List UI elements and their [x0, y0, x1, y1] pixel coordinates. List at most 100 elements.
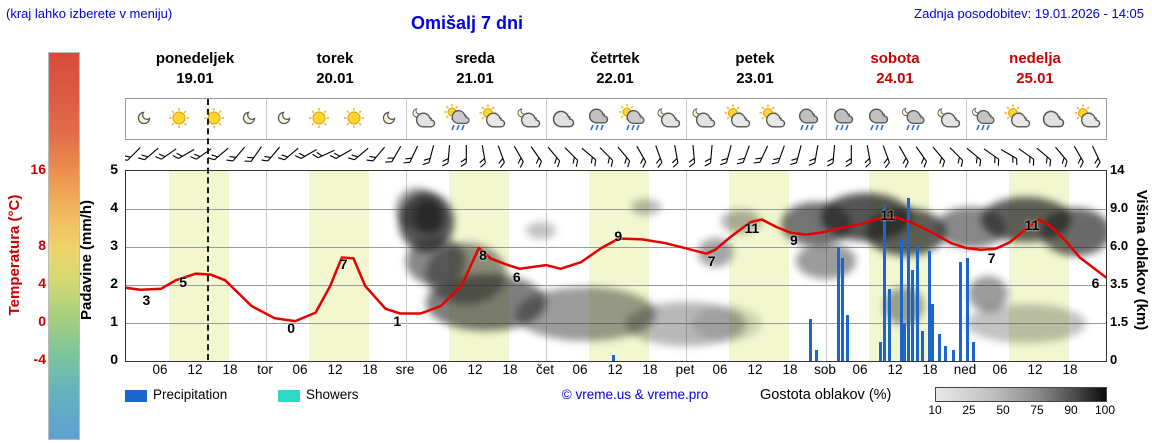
day-abbrev-label: sre	[395, 362, 415, 377]
precipitation-tick-label: 5	[110, 161, 118, 177]
day-abbrev-label: tor	[257, 362, 273, 377]
precipitation-tick-label: 0	[110, 351, 118, 367]
hour-tick-label: 18	[642, 362, 658, 377]
temperature-value-label: 7	[987, 249, 996, 266]
cloud-density-tick-label: 100	[1094, 403, 1116, 417]
cloud-density-tick-label: 75	[1030, 403, 1044, 417]
cloud-density-blob	[1041, 207, 1106, 257]
day-name: sreda	[454, 50, 496, 67]
temperature-tick-label: 8	[38, 237, 46, 253]
precipitation-bar	[907, 197, 911, 361]
hour-tick-label: 18	[362, 362, 378, 377]
hour-tick-label: 06	[852, 362, 868, 377]
precipitation-bar	[845, 315, 849, 361]
day-separator	[406, 99, 407, 139]
temperature-value-label: 6	[1091, 275, 1100, 292]
weather-icon-cloud	[1037, 104, 1071, 134]
weather-icon-moon-cloud	[407, 104, 441, 134]
copyright-text: © vreme.us & vreme.pro	[561, 387, 709, 402]
precipitation-bar	[931, 304, 935, 361]
day-abbrev-label: pet	[675, 362, 695, 377]
day-name: sobota	[870, 50, 920, 67]
cloud-density-blob	[396, 187, 436, 230]
precipitation-bar	[611, 355, 615, 361]
showers-legend-label: Showers	[306, 387, 359, 402]
hour-tick-label: 06	[572, 362, 588, 377]
hour-tick-label: 18	[502, 362, 518, 377]
weather-icon-sun-cloud	[757, 104, 791, 134]
temperature-value-label: 0	[287, 319, 295, 336]
day-separator	[826, 99, 827, 139]
weather-icon-cloud-rain	[827, 104, 861, 134]
precipitation-bar	[841, 258, 845, 361]
cloud-density-tick-label: 25	[962, 403, 976, 417]
day-date: 25.01	[1016, 70, 1054, 87]
precipitation-bar	[937, 334, 941, 361]
page-title: Omišalj 7 dni	[410, 13, 524, 33]
gridline	[126, 247, 1106, 248]
temperature-value-label: 8	[479, 246, 487, 263]
weather-icon-sun-cloud	[1072, 104, 1106, 134]
weather-icon-moon-cloud	[512, 104, 546, 134]
weather-icon-sun-cloud	[722, 104, 756, 134]
day-abbrev-label: ned	[953, 362, 977, 377]
cloud-height-tick-label: 0	[1110, 352, 1118, 367]
weather-icon-cloud-rain	[862, 104, 896, 134]
precipitation-bar	[837, 247, 841, 361]
day-date: 20.01	[316, 70, 354, 87]
weather-icon-sun	[162, 104, 196, 134]
precipitation-legend-swatch	[125, 390, 147, 402]
precipitation-bar	[965, 258, 969, 361]
precipitation-bar	[921, 330, 925, 361]
weather-icon-row	[125, 98, 1107, 140]
temperature-value-label: 11	[1024, 217, 1040, 234]
day-date: 19.01	[176, 70, 214, 87]
cloud-height-tick-label: 3.5	[1110, 276, 1129, 291]
precipitation-bar	[951, 349, 955, 361]
gridline	[126, 323, 1106, 324]
cloud-density-blob	[966, 304, 1087, 344]
temperature-value-label: 7	[339, 256, 348, 273]
precipitation-bar	[971, 342, 975, 361]
cloud-height-tick-label: 14	[1110, 162, 1125, 177]
cloud-density-tick-label: 50	[996, 403, 1010, 417]
temperature-axis-title: Temperatura (°C)	[6, 194, 23, 316]
day-name: ponedeljek	[155, 50, 235, 67]
hour-tick-label: 12	[467, 362, 483, 377]
day-name: torek	[316, 50, 354, 67]
precipitation-legend-label: Precipitation	[153, 387, 228, 402]
day-separator	[966, 99, 967, 139]
precipitation-bar	[879, 342, 883, 361]
hour-tick-label: 06	[712, 362, 728, 377]
temperature-value-label: 3	[142, 292, 151, 309]
cloud-density-legend-label: Gostota oblakov (%)	[760, 387, 892, 403]
precipitation-tick-label: 2	[110, 275, 118, 291]
temperature-value-label: 1	[393, 313, 402, 330]
precipitation-bar	[883, 205, 887, 361]
precipitation-tick-label: 4	[110, 199, 118, 215]
hour-tick-label: 12	[887, 362, 903, 377]
weather-icon-moon-cloud	[932, 104, 966, 134]
day-date: 21.01	[456, 70, 494, 87]
weather-icon-sun	[302, 104, 336, 134]
precipitation-bar	[915, 247, 919, 361]
weather-icon-moon-cloud-rain	[897, 104, 931, 134]
hour-tick-label: 18	[782, 362, 798, 377]
cloud-density-blob	[865, 207, 947, 257]
weather-icon-moon	[267, 104, 301, 134]
weather-icon-moon	[232, 104, 266, 134]
weather-icon-sun-cloud	[477, 104, 511, 134]
precipitation-bar	[959, 262, 963, 361]
day-date: 22.01	[596, 70, 634, 87]
temperature-tick-label: 4	[38, 275, 46, 291]
temperature-value-label: 9	[614, 227, 623, 244]
daylight-band	[169, 171, 230, 361]
temperature-value-label: 9	[789, 232, 798, 249]
cloud-height-tick-label: 6.0	[1110, 238, 1129, 253]
current-time-marker	[207, 99, 209, 360]
day-date: 23.01	[736, 70, 774, 87]
cloud-density-tick-label: 90	[1064, 403, 1078, 417]
cloud-height-tick-label: 1.5	[1110, 314, 1129, 329]
weather-icon-moon-cloud-rain	[967, 104, 1001, 134]
